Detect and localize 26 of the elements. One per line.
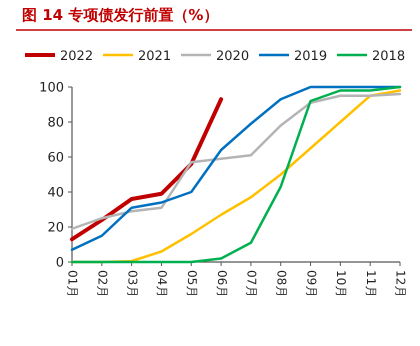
line-series — [70, 97, 224, 242]
legend-label: 2019 — [294, 49, 328, 64]
x-tick-label: 12月 — [394, 270, 408, 298]
legend-label: 2020 — [216, 49, 250, 64]
y-tick-label: 0 — [56, 256, 64, 270]
line-series — [70, 92, 402, 230]
legend-label: 2021 — [138, 49, 172, 64]
y-tick-label: 80 — [47, 116, 64, 130]
x-tick-label: 06月 — [214, 270, 229, 298]
x-tick-label: 08月 — [274, 270, 288, 298]
x-tick-label: 09月 — [304, 270, 318, 298]
x-tick-label: 07月 — [244, 270, 259, 298]
x-tick-label: 02月 — [96, 270, 110, 298]
y-tick-label: 60 — [47, 150, 64, 166]
legend-label: 2022 — [60, 49, 94, 64]
chart-title: 图 14 专项债发行前置（%） — [22, 6, 218, 24]
x-tick-label: 01月 — [66, 270, 80, 298]
x-tick-label: 04月 — [155, 270, 170, 298]
y-tick-label: 40 — [47, 186, 64, 200]
x-tick-label: 03月 — [125, 270, 140, 298]
x-tick-label: 05月 — [184, 270, 199, 298]
x-tick-label: 10月 — [334, 270, 348, 298]
x-tick-label: 11月 — [364, 270, 378, 298]
y-tick-label: 100 — [39, 80, 64, 96]
legend-label: 2018 — [372, 49, 406, 64]
y-tick-label: 20 — [47, 220, 64, 236]
